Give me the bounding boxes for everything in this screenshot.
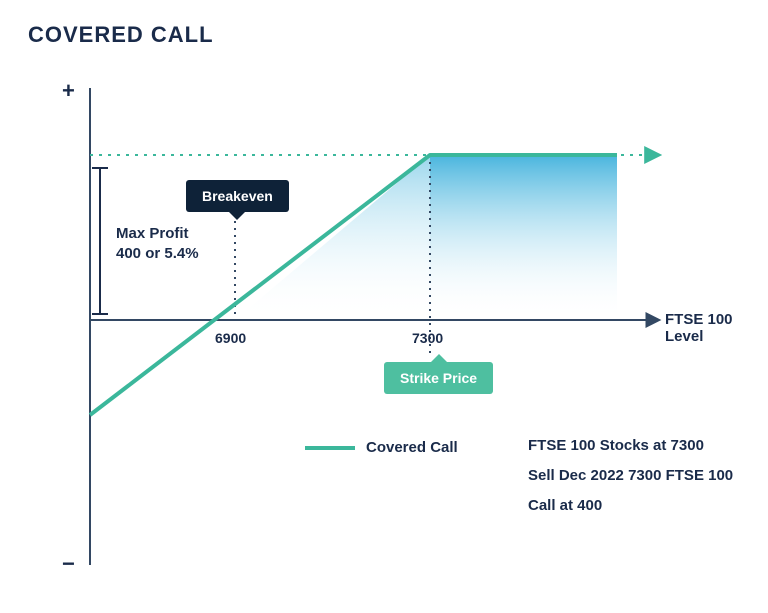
tick-breakeven: 6900 bbox=[215, 330, 246, 346]
tick-strike: 7300 bbox=[412, 330, 443, 346]
covered-call-diagram: COVERED CALL bbox=[0, 0, 768, 613]
max-profit-line1: Max Profit bbox=[116, 224, 199, 244]
info-line-1: FTSE 100 Stocks at 7300 bbox=[528, 431, 733, 461]
strike-price-tag: Strike Price bbox=[384, 362, 493, 394]
legend-label: Covered Call bbox=[366, 439, 458, 456]
breakeven-tag: Breakeven bbox=[186, 180, 289, 212]
info-line-2: Sell Dec 2022 7300 FTSE 100 bbox=[528, 461, 733, 491]
max-profit-label: Max Profit 400 or 5.4% bbox=[116, 224, 199, 265]
y-plus: + bbox=[62, 78, 75, 104]
x-axis-label: FTSE 100 Level bbox=[665, 311, 768, 345]
max-profit-line2: 400 or 5.4% bbox=[116, 244, 199, 264]
payoff-svg bbox=[0, 0, 768, 613]
payoff-fill bbox=[430, 155, 617, 320]
y-minus: − bbox=[62, 551, 75, 577]
info-block: FTSE 100 Stocks at 7300 Sell Dec 2022 73… bbox=[528, 431, 733, 521]
info-line-3: Call at 400 bbox=[528, 491, 733, 521]
